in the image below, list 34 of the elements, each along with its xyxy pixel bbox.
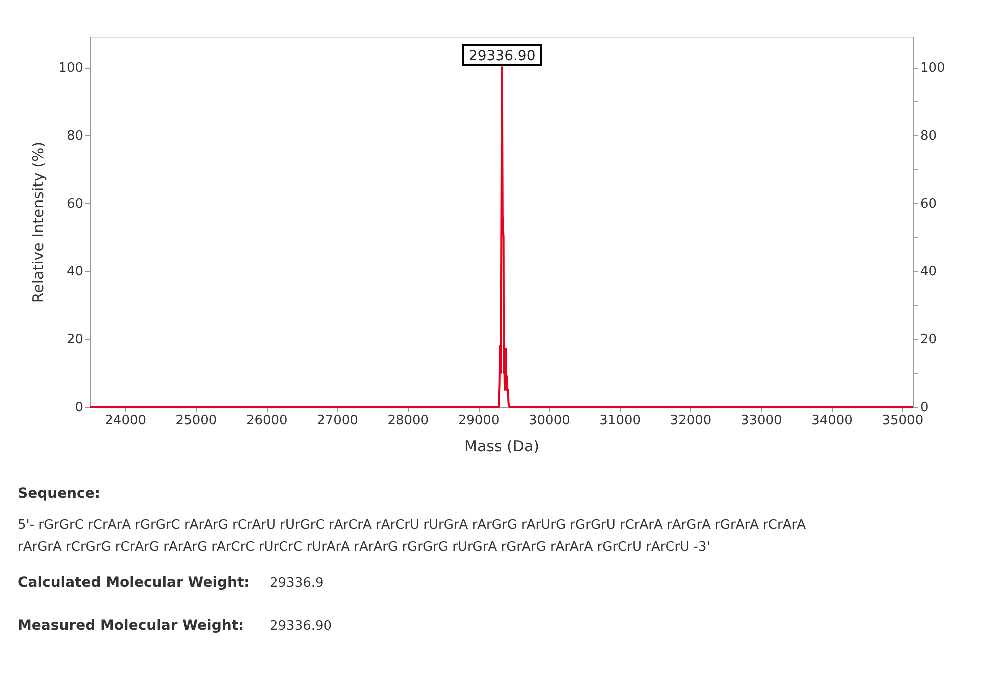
y-tick-label: 0	[75, 400, 84, 416]
y-tick-label: 100	[58, 61, 84, 76]
x-tick-label: 29000	[458, 414, 500, 428]
text: 5'- rGrGrC rCrArA rGrGrC rArArG rCrArU rUrGrC rArCrA rArCrU rUrGrA rArGrG rArUrG rGrGrU rCrArA rArGrA rGrArA rCrArA	[18, 518, 806, 533]
text: Measured Molecular Weight:	[18, 618, 244, 634]
x-axis-title: Mass (Da)	[464, 438, 540, 456]
x-tick-label: 35000	[882, 414, 924, 428]
y-tick-label: 60	[66, 196, 84, 212]
y2-tick-label: 60	[920, 196, 938, 212]
annotation: 29336.90	[468, 48, 536, 65]
x-tick-label: 27000	[317, 414, 358, 428]
x-tick-label: 30000	[529, 414, 570, 428]
x-tick-label: 28000	[388, 414, 430, 428]
text: rArGrA rCrGrG rCrArG rArArG rArCrC rUrCrC rUrArA rArArG rGrGrG rUrGrA rGrArG rArArA rGrCrU rArCrU -3'	[18, 540, 710, 555]
x-tick-label: 32000	[670, 414, 712, 428]
y-tick-label: 40	[66, 264, 84, 280]
y2-tick-label: 20	[920, 332, 938, 348]
y2-tick-label: 100	[920, 61, 946, 76]
x-tick-label: 33000	[740, 414, 782, 428]
text: 29336.90	[270, 619, 332, 634]
text: 29336.9	[270, 576, 324, 591]
y2-tick-label: 40	[920, 264, 938, 280]
y2-tick-label: 80	[920, 128, 938, 144]
y2-tick-label: 0	[920, 400, 929, 416]
x-tick-label: 24000	[105, 414, 146, 428]
x-tick-label: 26000	[246, 414, 288, 428]
y-tick-label: 80	[66, 128, 84, 144]
y-axis-title: Relative Intensity (%)	[30, 142, 48, 304]
x-tick-label: 34000	[812, 414, 853, 428]
x-tick-label: 31000	[600, 414, 642, 428]
text: Calculated Molecular Weight:	[18, 575, 250, 591]
y-tick-label: 20	[66, 332, 84, 348]
text: Sequence:	[18, 486, 100, 502]
x-tick-label: 25000	[176, 414, 218, 428]
